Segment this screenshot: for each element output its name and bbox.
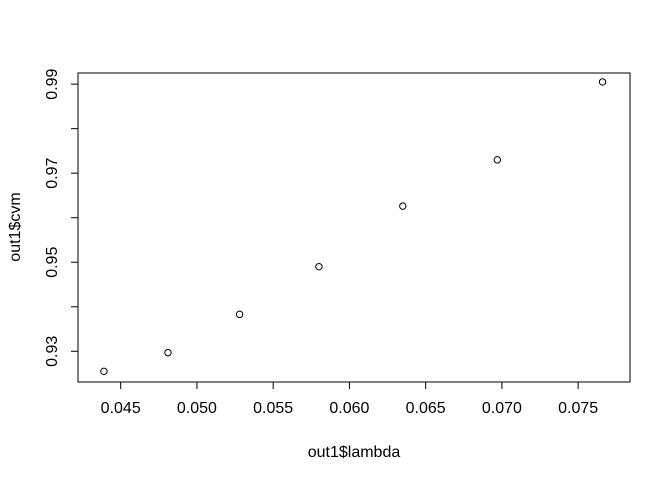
data-point <box>164 348 172 357</box>
plot-frame <box>77 72 631 383</box>
y-tick-label: 0.95 <box>44 247 61 278</box>
data-point <box>598 78 607 86</box>
x-tick-label: 0.065 <box>406 400 446 417</box>
x-tick-label: 0.070 <box>482 400 522 417</box>
data-point <box>399 202 407 210</box>
x-tick-label: 0.055 <box>253 400 293 417</box>
x-tick-label: 0.075 <box>558 400 598 417</box>
x-tick-label: 0.045 <box>101 400 141 417</box>
y-axis: 0.93 0.95 0.97 0.99 <box>44 68 79 367</box>
data-points <box>100 78 607 376</box>
y-tick-label: 0.97 <box>44 158 61 189</box>
data-point <box>315 262 323 271</box>
x-axis-label: out1$lambda <box>308 444 401 461</box>
x-tick-label: 0.050 <box>177 400 217 417</box>
y-tick-label: 0.99 <box>44 68 61 99</box>
data-point <box>235 310 244 319</box>
y-axis-label: out1$cvm <box>7 192 24 261</box>
x-axis: 0.045 0.050 0.055 0.060 0.065 0.070 0.075 <box>101 381 598 417</box>
data-point <box>493 156 502 164</box>
x-tick-label: 0.060 <box>329 400 369 417</box>
y-tick-label: 0.93 <box>44 336 61 367</box>
data-point <box>100 367 108 376</box>
